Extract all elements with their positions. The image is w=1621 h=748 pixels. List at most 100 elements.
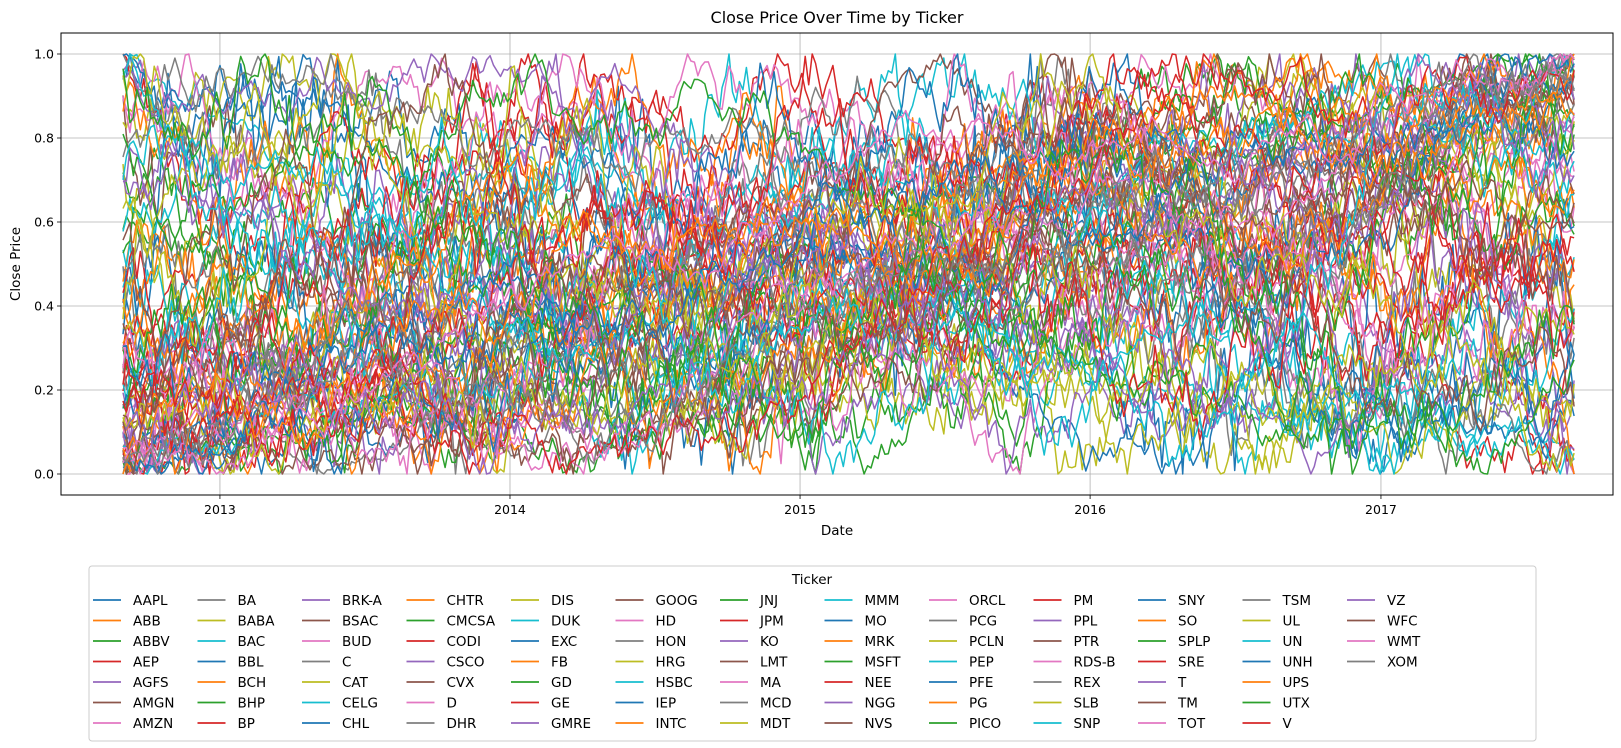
legend-label-brk-a: BRK-A [342, 593, 383, 609]
legend-label-lmt: LMT [760, 655, 788, 671]
legend-label-slb: SLB [1074, 696, 1099, 712]
series-line-wmt [122, 53, 1575, 475]
series-line-codi [122, 53, 1575, 475]
y-axis-label: Close Price [8, 227, 24, 301]
legend-label-xom: XOM [1387, 655, 1418, 671]
series-line-utx [122, 53, 1575, 475]
y-tick-label: 0.0 [34, 467, 54, 482]
legend-label-amgn: AMGN [133, 696, 174, 712]
legend-label-pep: PEP [969, 655, 994, 671]
legend-label-unh: UNH [1283, 655, 1313, 671]
axis-ticks: 2013 2014 2015 2016 2017 0.0 0.2 0.4 0.6 0.8 1.0 [34, 47, 1397, 518]
legend-label-csco: CSCO [447, 655, 485, 671]
y-tick-label: 1.0 [34, 47, 54, 62]
legend-label-abb: ABB [133, 614, 161, 630]
series-line-snp [122, 53, 1575, 475]
legend-label-ge: GE [551, 696, 570, 712]
legend-label-gd: GD [551, 675, 572, 691]
x-tick-label: 2015 [784, 502, 816, 517]
legend-label-abbv: ABBV [133, 634, 170, 650]
legend-label-chtr: CHTR [447, 593, 484, 609]
legend-label-agfs: AGFS [133, 675, 169, 691]
series-line-bac [122, 53, 1575, 475]
legend-label-exc: EXC [551, 634, 577, 650]
series-lines [122, 53, 1575, 475]
legend-label-amzn: AMZN [133, 716, 173, 732]
legend-label-bhp: BHP [238, 696, 266, 712]
x-tick-label: 2016 [1074, 502, 1106, 517]
series-line-xom [122, 53, 1575, 475]
series-line-ul [122, 53, 1575, 475]
legend-label-nee: NEE [865, 675, 892, 691]
legend-label-wfc: WFC [1387, 614, 1418, 630]
legend-label-tsm: TSM [1282, 593, 1311, 609]
legend-label-dis: DIS [551, 593, 574, 609]
legend-label-hd: HD [656, 614, 677, 630]
legend-label-ko: KO [760, 634, 779, 650]
legend-label-pcln: PCLN [969, 634, 1004, 650]
legend-label-mcd: MCD [760, 696, 791, 712]
legend-label-mo: MO [865, 614, 887, 630]
series-line-msft [122, 53, 1575, 475]
legend-label-t: T [1177, 675, 1187, 691]
legend-label-aapl: AAPL [133, 593, 168, 609]
chart-title: Close Price Over Time by Ticker [711, 8, 964, 27]
legend-label-bsac: BSAC [342, 614, 378, 630]
series-line-pep [122, 53, 1575, 475]
series-line-hsbc [122, 53, 1575, 475]
legend-label-snp: SNP [1074, 716, 1101, 732]
legend-label-cmcsa: CMCSA [447, 614, 496, 630]
legend-label-splp: SPLP [1178, 634, 1210, 650]
legend-label-codi: CODI [447, 634, 481, 650]
legend-label-msft: MSFT [865, 655, 902, 671]
legend-label-pm: PM [1074, 593, 1094, 609]
legend-label-mmm: MMM [865, 593, 900, 609]
y-tick-label: 0.8 [34, 131, 54, 146]
series-line-ngg [122, 53, 1575, 475]
legend-label-cvx: CVX [447, 675, 475, 691]
legend: Ticker AAPLABBABBVAEPAGFSAMGNAMZNBABABAB… [88, 565, 1537, 742]
legend-label-c: C [342, 655, 351, 671]
legend-label-ul: UL [1283, 614, 1301, 630]
legend-label-vz: VZ [1387, 593, 1405, 609]
legend-label-pg: PG [969, 696, 988, 712]
legend-label-bud: BUD [342, 634, 372, 650]
legend-label-ba: BA [238, 593, 257, 609]
x-tick-label: 2017 [1365, 502, 1397, 517]
series-line-pg [122, 53, 1575, 475]
legend-label-ngg: NGG [865, 696, 896, 712]
legend-label-fb: FB [551, 655, 568, 671]
series-line-tsm [122, 53, 1575, 475]
legend-label-un: UN [1283, 634, 1303, 650]
legend-label-jnj: JNJ [759, 593, 778, 609]
legend-label-cat: CAT [342, 675, 369, 691]
legend-label-aep: AEP [133, 655, 159, 671]
legend-label-bch: BCH [238, 675, 267, 691]
legend-label-goog: GOOG [656, 593, 698, 609]
series-line-ba [122, 53, 1575, 475]
series-line-pico [122, 53, 1575, 475]
series-line-so [122, 53, 1575, 475]
legend-label-pico: PICO [969, 716, 1001, 732]
legend-label-ppl: PPL [1074, 614, 1098, 630]
legend-label-intc: INTC [656, 716, 687, 732]
legend-label-jpm: JPM [759, 614, 784, 630]
x-axis-label: Date [821, 523, 853, 539]
legend-label-gmre: GMRE [551, 716, 591, 732]
series-line-wfc [122, 53, 1575, 475]
series-line-bhp [122, 53, 1575, 475]
legend-label-sre: SRE [1178, 655, 1204, 671]
x-tick-label: 2014 [494, 502, 526, 517]
legend-entries: AAPLABBABBVAEPAGFSAMGNAMZNBABABABACBBLBC… [93, 593, 1421, 732]
legend-label-wmt: WMT [1387, 634, 1421, 650]
series-line-hd [122, 53, 1575, 475]
y-tick-label: 0.6 [34, 215, 54, 230]
legend-label-utx: UTX [1283, 696, 1310, 712]
legend-label-hon: HON [656, 634, 687, 650]
legend-label-orcl: ORCL [969, 593, 1006, 609]
legend-label-d: D [447, 696, 457, 712]
legend-label-v: V [1283, 716, 1293, 732]
series-line-ups [122, 53, 1575, 475]
legend-label-sny: SNY [1178, 593, 1206, 609]
